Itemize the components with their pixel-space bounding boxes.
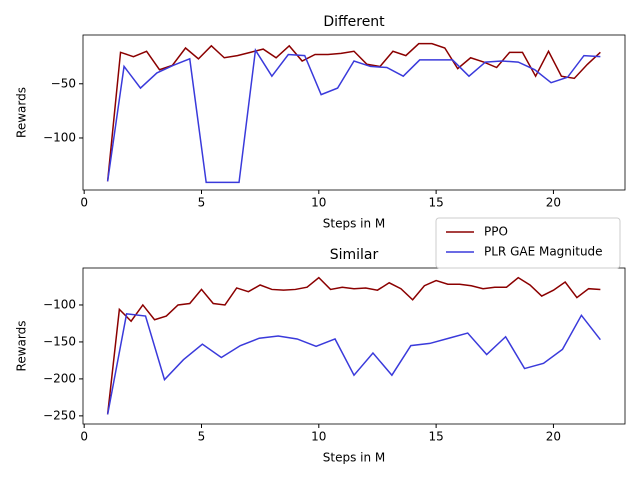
series-line	[106, 276, 601, 415]
legend-box	[435, 217, 621, 269]
x-axis-label: Steps in M	[323, 451, 386, 465]
y-tick-label: −50	[51, 76, 76, 90]
series-line	[106, 48, 601, 184]
y-axis-label: Rewards	[15, 321, 29, 372]
x-tick-label: 0	[80, 196, 88, 210]
y-tick-label: −100	[43, 130, 76, 144]
x-tick-label: 0	[80, 430, 88, 444]
x-tick-label: 15	[428, 430, 443, 444]
x-axis-label: Steps in M	[323, 217, 386, 231]
x-tick-label: 15	[428, 196, 443, 210]
legend-label: PLR GAE Magnitude	[484, 245, 603, 259]
x-tick-label: 20	[546, 430, 561, 444]
chart-title: Different	[323, 14, 385, 30]
y-tick-label: −100	[43, 297, 76, 311]
series-line	[106, 313, 601, 415]
x-tick-label: 5	[198, 196, 206, 210]
series-line	[106, 42, 601, 182]
plot-frame	[82, 267, 626, 425]
y-tick-label: −150	[43, 334, 76, 348]
x-tick-label: 10	[311, 196, 326, 210]
legend-label: PPO	[484, 225, 508, 239]
plot-frame	[82, 34, 626, 191]
x-tick-label: 10	[311, 430, 326, 444]
chart-title: Similar	[330, 247, 379, 263]
y-axis-label: Rewards	[15, 87, 29, 138]
y-tick-label: −250	[43, 408, 76, 422]
x-tick-label: 5	[198, 430, 206, 444]
x-tick-label: 20	[546, 196, 561, 210]
y-tick-label: −200	[43, 371, 76, 385]
